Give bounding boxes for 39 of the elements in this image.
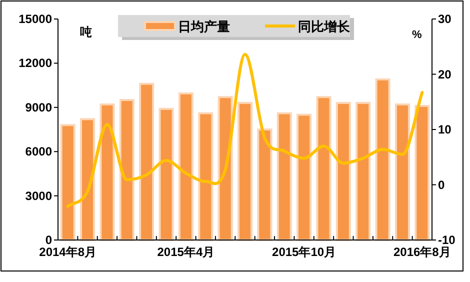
y-tick-label: 0 xyxy=(45,233,52,247)
bar xyxy=(158,108,174,241)
y2-tick-label: 20 xyxy=(438,67,452,82)
y2-tick-label: -10 xyxy=(438,233,456,247)
x-tick-label: 2015年10月 xyxy=(272,245,336,259)
bar xyxy=(238,102,252,241)
y2-axis-title: % xyxy=(412,29,422,41)
bar xyxy=(218,96,233,241)
bar xyxy=(198,112,214,241)
bar xyxy=(80,118,96,241)
x-tick-label: 2016年8月 xyxy=(393,245,451,259)
y2-tick-label: 0 xyxy=(438,178,445,192)
y-tick-label: 6000 xyxy=(25,144,52,159)
x-tick-label: 2014年8月 xyxy=(39,245,97,259)
bar xyxy=(119,99,134,241)
y2-tick-label: 10 xyxy=(438,122,452,136)
line-series xyxy=(66,52,424,208)
y-axis-title: 吨 xyxy=(80,25,92,39)
bar xyxy=(356,102,371,241)
y2-tick-label: 30 xyxy=(438,12,452,26)
y-tick-label: 12000 xyxy=(18,56,52,70)
x-tick-label: 2015年4月 xyxy=(157,245,215,259)
bar xyxy=(178,92,194,241)
bar xyxy=(60,124,76,241)
legend-label: 日均产量 xyxy=(178,19,230,34)
bar xyxy=(394,103,410,241)
bar xyxy=(139,82,154,241)
bar xyxy=(414,104,430,241)
bar xyxy=(316,96,332,241)
y-tick-label: 9000 xyxy=(25,100,52,114)
legend-label: 同比增长 xyxy=(298,19,351,34)
bar xyxy=(336,102,351,241)
bar xyxy=(296,114,312,241)
bar xyxy=(100,103,115,241)
y-tick-label: 15000 xyxy=(18,12,52,26)
y-tick-label: 3000 xyxy=(25,188,52,203)
bar xyxy=(257,128,272,241)
bar xyxy=(375,78,390,241)
bar xyxy=(276,112,292,241)
